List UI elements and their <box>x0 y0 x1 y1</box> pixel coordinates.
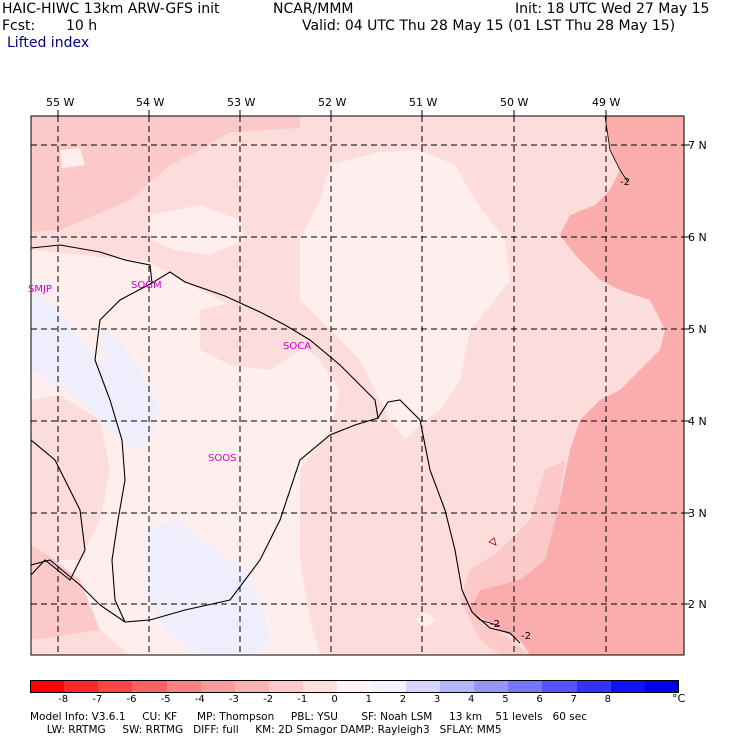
colorbar-tick-label: -4 <box>194 694 205 705</box>
colorbar-tick-label: -1 <box>297 694 308 705</box>
colorbar <box>30 680 680 693</box>
field-neg2-neg3-east <box>460 460 565 655</box>
field-0-1-south <box>145 520 270 655</box>
colorbar-tick-label: 3 <box>433 694 441 705</box>
colorbar-cell <box>132 680 168 693</box>
lat-label: 5 N <box>688 323 707 336</box>
colorbar-cell <box>200 680 236 693</box>
contour-label: -2 <box>490 619 500 630</box>
lat-label: 3 N <box>688 507 707 520</box>
colorbar-cell <box>474 680 509 693</box>
colorbar-tick-label: -8 <box>58 694 69 705</box>
border-southwest <box>31 559 126 623</box>
station-label: SMJP <box>28 284 52 295</box>
colorbar-cell <box>269 680 304 693</box>
colorbar-tick-label: 5 <box>502 694 509 705</box>
field-neg1-neg2-blob1 <box>200 300 300 370</box>
station-label: SOCA <box>283 341 312 352</box>
colorbar-cell <box>30 680 65 693</box>
lon-label: 49 W <box>592 96 621 109</box>
border-west <box>31 439 86 581</box>
contour-label: -2 <box>521 631 531 642</box>
field-0-neg1-west <box>150 205 245 255</box>
forecast-label: Fcst: <box>2 18 36 34</box>
colorbar-frame <box>30 680 679 693</box>
colorbar-tick-label: -5 <box>160 694 171 705</box>
contour-island <box>488 537 497 546</box>
model-info-line2: LW: RRTMG SW: RRTMG DIFF: full KM: 2D Sm… <box>30 724 502 736</box>
lon-label: 54 W <box>136 96 165 109</box>
colorbar-cell <box>166 680 202 693</box>
field-0-neg1-nw <box>60 148 85 168</box>
ticks <box>57 110 690 605</box>
colorbar-ticks: -8 -7 -6 -5 -4 -3 -2 -1 0 1 2 3 4 5 6 7 8 <box>0 694 740 706</box>
border-suriname <box>94 282 379 623</box>
lat-label: 2 N <box>688 598 707 611</box>
colorbar-cell <box>371 680 407 693</box>
field-0-neg1-coastal <box>415 612 436 628</box>
station-label: SOOS <box>208 453 237 464</box>
contour-neg2-se <box>471 611 501 627</box>
field-0-1-west <box>31 290 150 450</box>
colorbar-cell <box>439 680 475 693</box>
colorbar-cell <box>644 680 680 693</box>
init-time: Init: 18 UTC Wed 27 May 15 <box>515 1 710 17</box>
colorbar-cell <box>337 680 373 693</box>
lat-label: 4 N <box>688 415 707 428</box>
map-frame <box>30 115 685 656</box>
forecast-hour: 10 h <box>66 18 98 34</box>
colorbar-cell <box>98 680 133 693</box>
colorbar-tick-label: -7 <box>92 694 103 705</box>
field-lt-neg3-east <box>470 116 684 655</box>
colorbar-tick-label: 8 <box>604 694 612 705</box>
colorbar-tick-label: -6 <box>126 694 137 705</box>
colorbar-cell <box>64 680 99 693</box>
lat-label: 7 N <box>688 139 707 152</box>
graticule <box>31 116 684 655</box>
colorbar-tick-label: 2 <box>399 694 407 705</box>
colorbar-cell <box>542 680 578 693</box>
colorbar-tick-label: 7 <box>570 694 577 705</box>
colorbar-tick-label: 0 <box>331 694 338 705</box>
field-name: Lifted index <box>7 35 90 51</box>
lat-label: 6 N <box>688 231 707 244</box>
colorbar-tick-label: -3 <box>228 694 239 705</box>
org-label: NCAR/MMM <box>273 1 354 17</box>
model-info-line1: Model Info: V3.6.1 CU: KF MP: Thompson P… <box>30 711 587 723</box>
colorbar-tick-label: 4 <box>468 694 475 705</box>
colorbar-tick-label: -2 <box>263 694 274 705</box>
colorbar-cell <box>508 680 543 693</box>
colorbar-cell <box>405 680 441 693</box>
lon-label: 53 W <box>227 96 256 109</box>
model-title: HAIC-HIWC 13km ARW-GFS init <box>2 1 220 17</box>
field-0-1-mid <box>100 330 160 440</box>
lon-label: 55 W <box>46 96 75 109</box>
field-0-neg1-north <box>300 150 510 440</box>
field-neg2-neg3-se <box>31 545 100 640</box>
colorbar-cell <box>610 680 646 693</box>
colorbar-tick-label: 1 <box>365 694 372 705</box>
station-label: SOGM <box>131 280 162 291</box>
contour-neg2-ne <box>604 116 629 183</box>
lon-label: 52 W <box>318 96 347 109</box>
colorbar-tick-label: 6 <box>536 694 543 705</box>
valid-time: Valid: 04 UTC Thu 28 May 15 (01 LST Thu … <box>302 18 676 34</box>
field-neg1-neg2-blob2 <box>31 395 110 560</box>
coastline-guiana <box>31 244 521 644</box>
contour-label: -2 <box>620 177 630 188</box>
colorbar-unit: °C <box>672 692 686 705</box>
colorbar-cell <box>303 680 338 693</box>
lon-label: 51 W <box>409 96 438 109</box>
lon-label: 50 W <box>500 96 529 109</box>
colorbar-cell <box>576 680 612 693</box>
field-neg2-neg3-west <box>31 116 300 232</box>
colorbar-cell <box>234 680 270 693</box>
